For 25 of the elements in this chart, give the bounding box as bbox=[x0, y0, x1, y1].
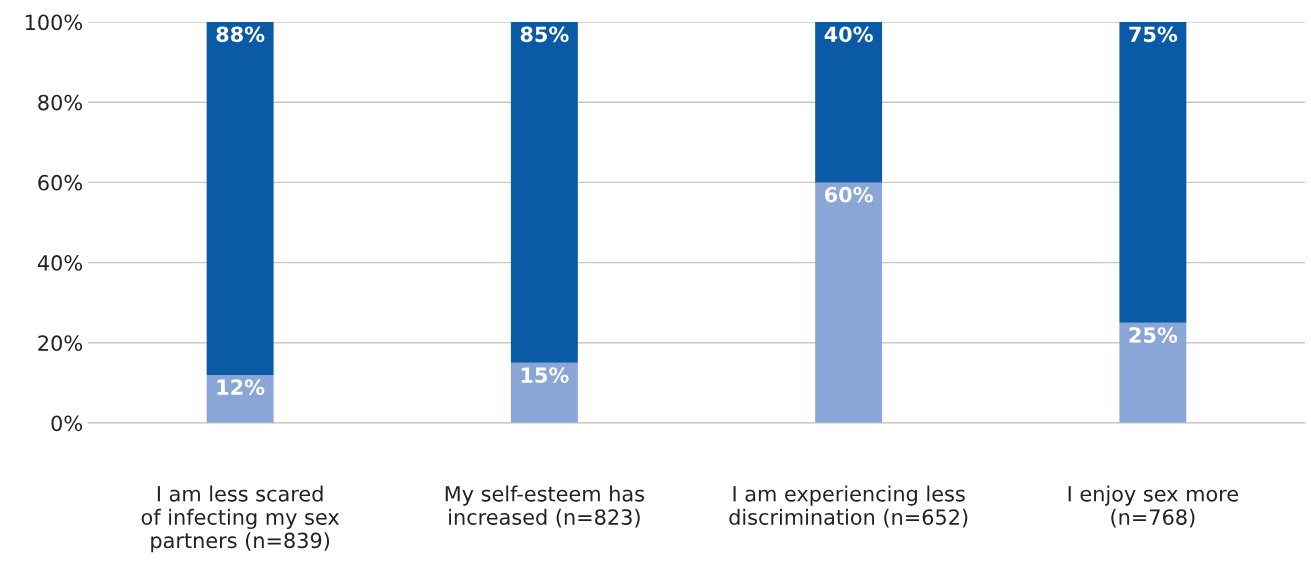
data-label: 75% bbox=[1129, 26, 1178, 43]
bar bbox=[206, 22, 274, 375]
data-label: 15% bbox=[521, 367, 569, 383]
bar bbox=[815, 22, 883, 183]
x-tick-label: I enjoy sex more (n=768) bbox=[1068, 485, 1239, 528]
y-tick-label: 100% bbox=[25, 14, 82, 31]
x-tick-label: I am experiencing less discrimination (n=652) bbox=[729, 485, 968, 528]
data-label: 12% bbox=[217, 379, 265, 396]
x-tick-label: My self-esteem has increased (n=823) bbox=[445, 485, 645, 528]
data-label: 88% bbox=[216, 26, 265, 43]
data-label: 85% bbox=[520, 26, 569, 43]
x-tick-label: I am less scared of infecting my sex partners (n=839) bbox=[141, 485, 340, 553]
bar bbox=[1119, 322, 1187, 423]
y-tick-label: 0% bbox=[51, 415, 82, 432]
data-label: 25% bbox=[1129, 327, 1178, 343]
data-label: 60% bbox=[824, 186, 873, 203]
data-label: 40% bbox=[824, 26, 873, 43]
y-tick-label: 60% bbox=[38, 174, 82, 191]
bar bbox=[510, 22, 578, 363]
bar bbox=[510, 362, 578, 423]
bar bbox=[815, 182, 883, 423]
bar bbox=[1119, 22, 1187, 323]
y-tick-label: 40% bbox=[37, 255, 82, 271]
y-tick-label: 80% bbox=[38, 94, 82, 111]
y-tick-label: 20% bbox=[38, 335, 82, 352]
